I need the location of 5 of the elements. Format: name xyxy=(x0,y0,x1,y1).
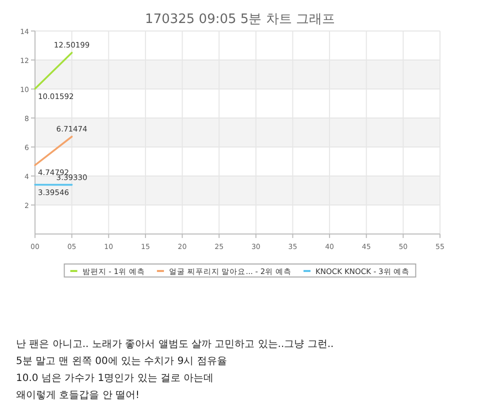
text: 왜이렇게 호들갑을 안 떨어! xyxy=(16,390,140,401)
chart-title: 170325 09:05 5분 차트 그래프 xyxy=(145,12,335,27)
text: 10.0 넘은 가수가 1명인가 있는 걸로 아는데 xyxy=(16,373,214,384)
text: 5분 말고 맨 왼쪽 00에 있는 수치가 9시 점유율 xyxy=(16,356,227,367)
text: 난 팬은 아니고.. 노래가 좋아서 앨범도 살까 고민하고 있는..그냥 그런.. xyxy=(16,339,334,350)
